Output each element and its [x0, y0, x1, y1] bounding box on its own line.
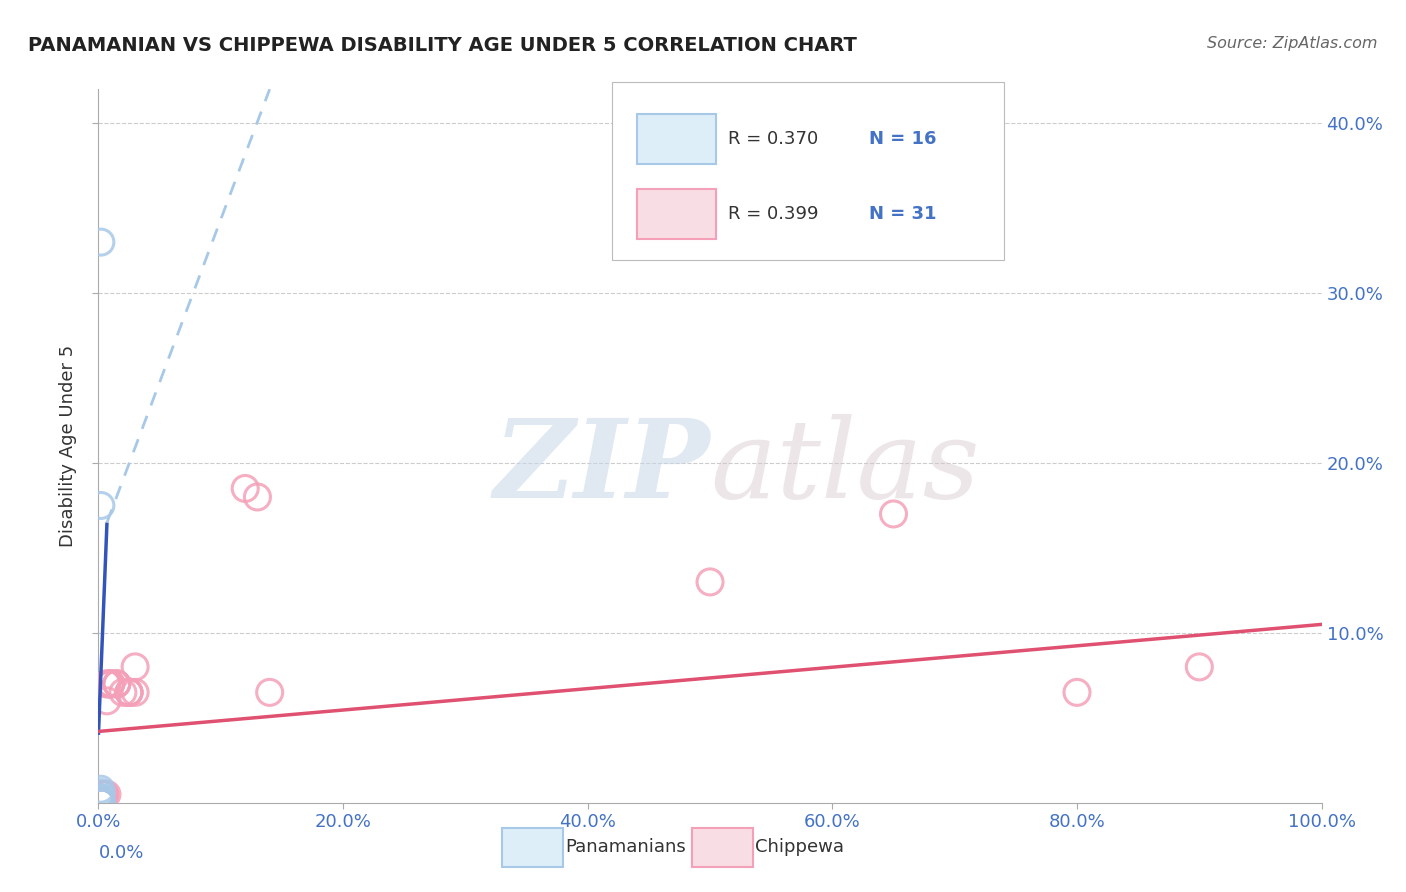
- Point: [105, 677, 128, 691]
- Point: [91, 796, 114, 810]
- Point: [90, 786, 112, 800]
- Point: [90, 796, 112, 810]
- Point: [96, 677, 118, 691]
- Point: [93, 787, 115, 801]
- Point: [124, 660, 146, 674]
- FancyBboxPatch shape: [612, 82, 1004, 260]
- Point: [259, 685, 281, 699]
- Point: [1188, 660, 1211, 674]
- Point: [118, 685, 141, 699]
- Text: R = 0.399: R = 0.399: [728, 205, 818, 223]
- Text: Source: ZipAtlas.com: Source: ZipAtlas.com: [1208, 36, 1378, 51]
- Point: [93, 787, 115, 801]
- Point: [90, 796, 112, 810]
- FancyBboxPatch shape: [502, 828, 564, 867]
- Point: [96, 787, 118, 801]
- Point: [100, 677, 122, 691]
- Text: PANAMANIAN VS CHIPPEWA DISABILITY AGE UNDER 5 CORRELATION CHART: PANAMANIAN VS CHIPPEWA DISABILITY AGE UN…: [28, 36, 858, 54]
- FancyBboxPatch shape: [637, 189, 716, 239]
- Point: [118, 685, 141, 699]
- Point: [90, 235, 112, 249]
- Point: [100, 677, 122, 691]
- Point: [90, 499, 112, 513]
- Point: [105, 677, 128, 691]
- Point: [883, 507, 905, 521]
- Point: [100, 677, 122, 691]
- Text: 0.0%: 0.0%: [98, 844, 143, 863]
- Point: [118, 685, 141, 699]
- Point: [90, 796, 112, 810]
- Point: [90, 794, 112, 808]
- Point: [90, 794, 112, 808]
- Point: [91, 787, 114, 801]
- Point: [90, 794, 112, 808]
- FancyBboxPatch shape: [637, 114, 716, 164]
- Text: N = 31: N = 31: [869, 205, 936, 223]
- Text: R = 0.370: R = 0.370: [728, 130, 818, 148]
- Text: Chippewa: Chippewa: [755, 838, 844, 856]
- Point: [90, 792, 112, 806]
- Point: [91, 796, 114, 810]
- Point: [90, 796, 112, 810]
- Point: [90, 790, 112, 805]
- Point: [100, 677, 122, 691]
- Y-axis label: Disability Age Under 5: Disability Age Under 5: [59, 345, 77, 547]
- Point: [1066, 685, 1088, 699]
- Point: [105, 677, 128, 691]
- Point: [699, 574, 721, 589]
- Point: [124, 685, 146, 699]
- Point: [111, 685, 134, 699]
- Text: Panamanians: Panamanians: [565, 838, 686, 856]
- Point: [90, 790, 112, 805]
- Text: atlas: atlas: [710, 414, 980, 521]
- Text: ZIP: ZIP: [494, 414, 710, 521]
- Point: [90, 787, 112, 801]
- Point: [233, 482, 256, 496]
- Point: [90, 794, 112, 808]
- FancyBboxPatch shape: [692, 828, 752, 867]
- Point: [96, 677, 118, 691]
- Point: [91, 796, 114, 810]
- Text: N = 16: N = 16: [869, 130, 936, 148]
- Point: [90, 782, 112, 797]
- Point: [246, 490, 269, 504]
- Point: [96, 694, 118, 708]
- Point: [118, 685, 141, 699]
